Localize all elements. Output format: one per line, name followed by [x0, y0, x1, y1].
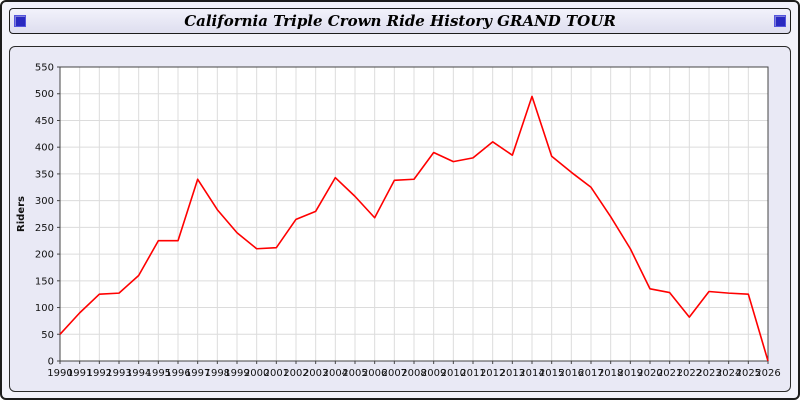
svg-text:2010: 2010: [441, 368, 466, 379]
svg-text:2007: 2007: [382, 368, 407, 379]
svg-text:300: 300: [35, 196, 54, 207]
svg-text:1999: 1999: [224, 368, 249, 379]
svg-text:1995: 1995: [146, 368, 171, 379]
svg-text:2000: 2000: [244, 368, 269, 379]
svg-text:50: 50: [41, 330, 54, 341]
chart-panel: 1990 1991 1992 1993 1994 1995 1996 1997 1998 1999…: [9, 46, 791, 392]
svg-text:2021: 2021: [657, 368, 682, 379]
svg-text:550: 550: [35, 63, 54, 74]
gridlines: [59, 66, 769, 362]
svg-text:2022: 2022: [677, 368, 702, 379]
svg-text:350: 350: [35, 169, 54, 180]
svg-text:2009: 2009: [421, 368, 446, 379]
svg-text:500: 500: [35, 89, 54, 100]
svg-text:2013: 2013: [500, 368, 525, 379]
svg-text:1994: 1994: [126, 368, 151, 379]
chart-title: California Triple Crown Ride History GRA…: [184, 12, 616, 30]
svg-text:2005: 2005: [342, 368, 367, 379]
svg-text:2020: 2020: [637, 368, 662, 379]
svg-text:2015: 2015: [539, 368, 564, 379]
svg-text:1990: 1990: [47, 368, 72, 379]
svg-text:400: 400: [35, 143, 54, 154]
svg-text:2006: 2006: [362, 368, 387, 379]
svg-text:2016: 2016: [559, 368, 584, 379]
svg-text:2024: 2024: [716, 368, 741, 379]
svg-text:2008: 2008: [401, 368, 426, 379]
svg-text:1991: 1991: [67, 368, 92, 379]
title-bar-right-cap-icon: [774, 15, 786, 27]
svg-text:450: 450: [35, 116, 54, 127]
svg-text:2026: 2026: [755, 368, 780, 379]
svg-text:2017: 2017: [578, 368, 603, 379]
svg-text:2012: 2012: [480, 368, 505, 379]
svg-text:2001: 2001: [264, 368, 289, 379]
svg-text:2011: 2011: [460, 368, 485, 379]
svg-text:2004: 2004: [323, 368, 348, 379]
title-bar-left-cap-icon: [14, 15, 26, 27]
svg-text:2003: 2003: [303, 368, 328, 379]
x-axis-labels: 1990199119921993199419951996199719981999…: [47, 361, 781, 379]
svg-text:2025: 2025: [736, 368, 761, 379]
svg-text:2019: 2019: [618, 368, 643, 379]
svg-text:1992: 1992: [87, 368, 112, 379]
svg-text:250: 250: [35, 223, 54, 234]
y-axis-labels: 0 50 100 150 200 250 300 350 400 450 500 550: [35, 63, 60, 368]
title-bar: California Triple Crown Ride History GRA…: [9, 8, 791, 34]
svg-text:1998: 1998: [205, 368, 230, 379]
y-axis-title: Riders: [16, 196, 27, 232]
riders-line-series: [59, 95, 769, 362]
svg-text:1996: 1996: [165, 368, 190, 379]
svg-text:2002: 2002: [283, 368, 308, 379]
svg-text:1993: 1993: [106, 368, 131, 379]
svg-text:200: 200: [35, 250, 54, 261]
svg-text:0: 0: [48, 357, 54, 368]
svg-text:150: 150: [35, 276, 54, 287]
svg-text:2018: 2018: [598, 368, 623, 379]
svg-text:1997: 1997: [185, 368, 210, 379]
svg-text:2023: 2023: [696, 368, 721, 379]
svg-text:100: 100: [35, 303, 54, 314]
svg-text:2014: 2014: [519, 368, 544, 379]
ride-history-line-chart: 1990199119921993199419951996199719981999…: [16, 63, 781, 380]
